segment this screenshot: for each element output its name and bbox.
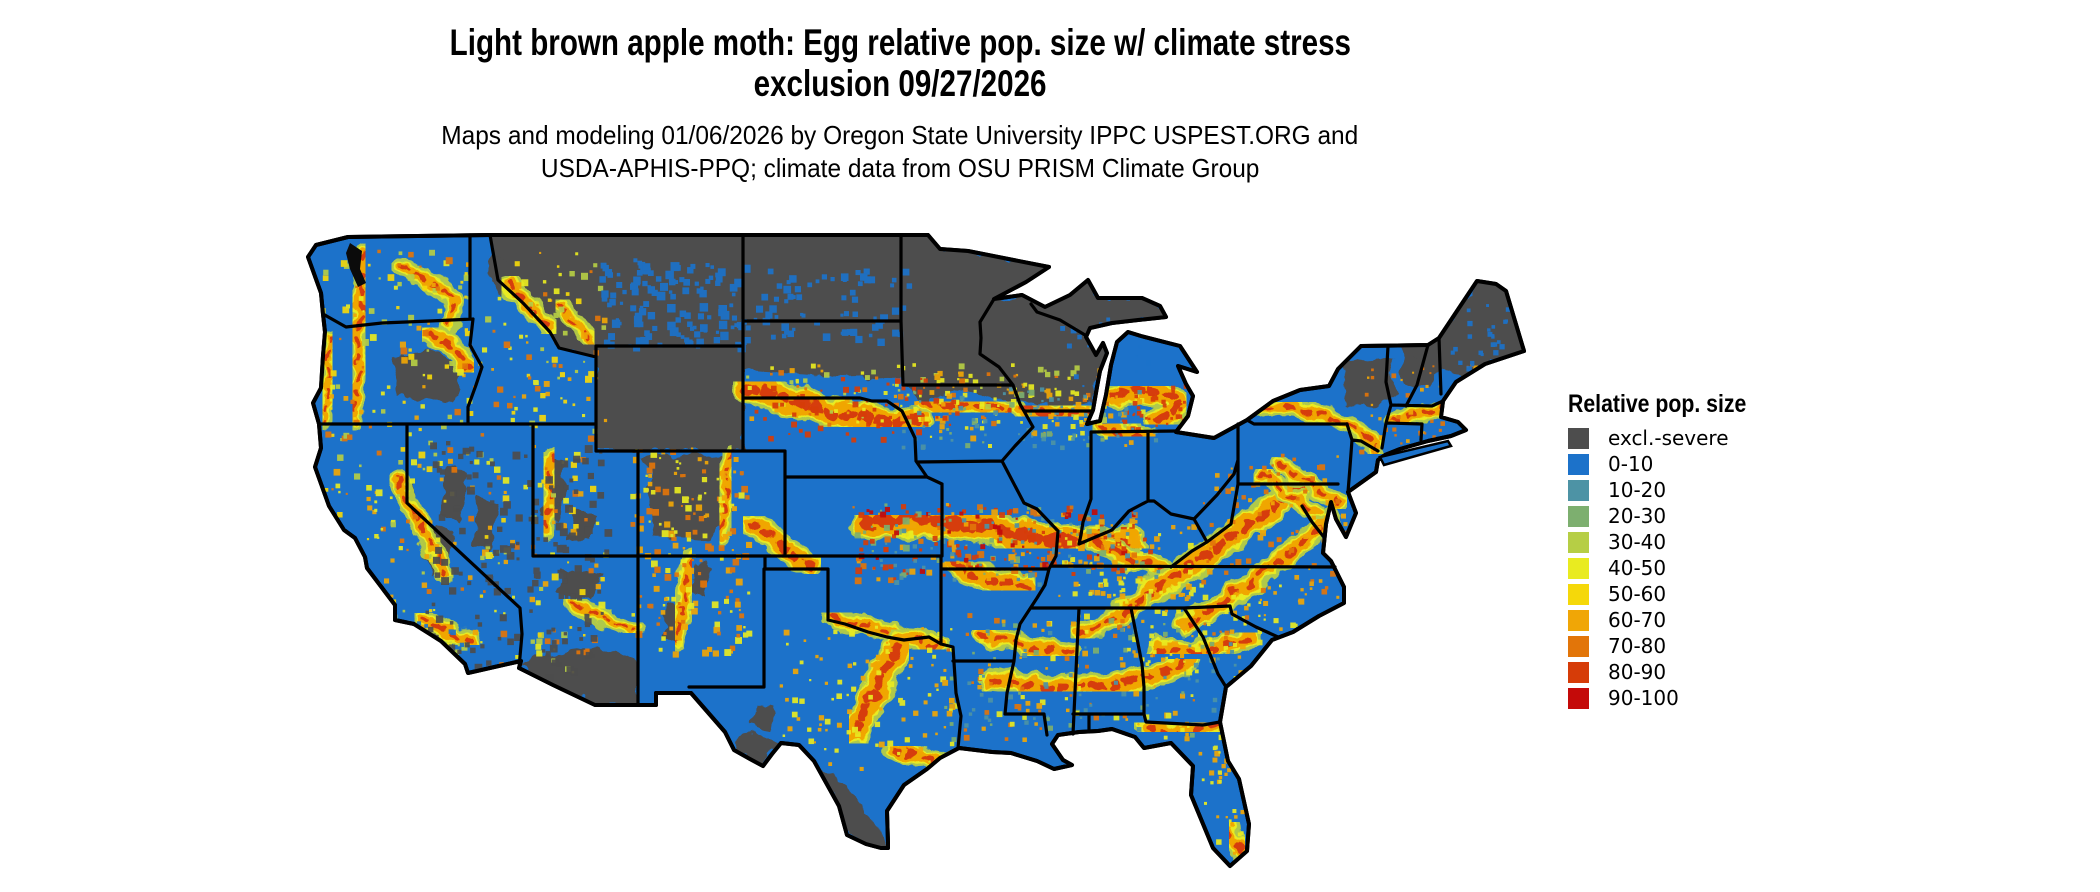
- adirondacks-exclusion: [1342, 357, 1396, 407]
- band-texas-hill-country: [840, 627, 918, 746]
- legend-label: 40-50: [1608, 556, 1667, 580]
- legend-label: 90-100: [1608, 686, 1679, 710]
- speckles-rockies: [630, 447, 753, 658]
- map-subtitle: Maps and modeling 01/06/2026 by Oregon S…: [0, 119, 1800, 185]
- band-mid-michigan: [1101, 376, 1191, 434]
- legend-item-0-10: 0-10: [1568, 454, 1868, 475]
- legend-swatch-c30: [1568, 532, 1589, 553]
- band-georgia-sc-midlands: [1146, 623, 1264, 663]
- legend-item-50-60: 50-60: [1568, 584, 1868, 605]
- band-wasatch: [535, 445, 563, 543]
- conus-map-svg: [306, 233, 1526, 881]
- band-sierra-foothills: [387, 471, 456, 583]
- state-borders: [317, 233, 1445, 750]
- legend-item-60-70: 60-70: [1568, 610, 1868, 631]
- legend-label: 50-60: [1608, 582, 1667, 606]
- band-wkansas-colorado: [740, 511, 824, 579]
- west-texas-exclusion: [750, 705, 775, 730]
- legend-label: excl.-severe: [1608, 426, 1729, 450]
- map-legend: Relative pop. size excl.-severe 0-10 10-20…: [1568, 391, 1868, 714]
- legend-swatch-excl: [1568, 428, 1589, 449]
- legend-label: 30-40: [1608, 530, 1667, 554]
- legend-label: 60-70: [1608, 608, 1667, 632]
- legend-swatch-c90: [1568, 688, 1589, 709]
- speckles-texas: [779, 625, 958, 771]
- legend-title: Relative pop. size: [1568, 390, 1747, 418]
- legend-item-40-50: 40-50: [1568, 558, 1868, 579]
- n-arizona-exclusion: [560, 568, 600, 599]
- sw-arizona-exclusion: [521, 648, 638, 705]
- subtitle-line-2: USDA-APHIS-PPQ; climate data from OSU PR…: [540, 153, 1260, 183]
- title-line-2: exclusion 09/27/2026: [753, 63, 1047, 104]
- legend-swatch-c40: [1568, 558, 1589, 579]
- s-texas-exclusion: [766, 743, 886, 848]
- speckles-dakota-blue: [753, 268, 913, 346]
- legend-swatch-c0: [1568, 454, 1589, 475]
- band-nm-mountains: [667, 547, 700, 653]
- band-or-coast-range: [316, 329, 339, 431]
- subtitle-line-1: Maps and modeling 01/06/2026 by Oregon S…: [441, 120, 1359, 150]
- blue-mtns-exclusion: [388, 351, 462, 403]
- legend-label: 80-90: [1608, 660, 1667, 684]
- band-la-ms-al: [979, 650, 1199, 700]
- speckles-west-gray: [425, 441, 613, 683]
- speckles-florida-keys: [1190, 870, 1251, 881]
- legend-item-10-20: 10-20: [1568, 480, 1868, 501]
- legend-item-20-30: 20-30: [1568, 506, 1868, 527]
- maine-exclusion: [1400, 281, 1524, 376]
- band-arkansas-mississippi: [971, 622, 1083, 664]
- band-sd-ne: [732, 371, 934, 438]
- puget-sound: [346, 243, 366, 287]
- page-title: Light brown apple moth: Egg relative pop…: [0, 22, 1800, 104]
- band-new-york: [1256, 398, 1386, 458]
- band-n-iowa: [913, 391, 1027, 423]
- band-wa-cascades: [344, 243, 374, 431]
- nevada-exclusion-2: [474, 493, 498, 553]
- conus-coastline: [306, 233, 1526, 868]
- band-socal-ranges: [411, 606, 483, 652]
- legend-item-90-100: 90-100: [1568, 688, 1868, 709]
- legend-item-80-90: 80-90: [1568, 662, 1868, 683]
- legend-swatch-c80: [1568, 662, 1589, 683]
- band-red-river: [819, 606, 951, 656]
- speckles-core-plains: [754, 377, 960, 443]
- legend-items: excl.-severe 0-10 10-20 20-30 30-40 40-50 50-6…: [1568, 428, 1868, 709]
- legend-swatch-c20: [1568, 506, 1589, 527]
- legend-label: 20-30: [1608, 504, 1667, 528]
- legend-label: 10-20: [1608, 478, 1667, 502]
- long-island: [1378, 439, 1453, 467]
- conus-map-canvas: [300, 225, 1530, 880]
- legend-item-70-80: 70-80: [1568, 636, 1868, 657]
- speckles-montana-blue: [599, 258, 751, 353]
- legend-swatch-c60: [1568, 610, 1589, 631]
- legend-label: 70-80: [1608, 634, 1667, 658]
- legend-item-30-40: 30-40: [1568, 532, 1868, 553]
- title-line-1: Light brown apple moth: Egg relative pop…: [449, 22, 1351, 63]
- legend-swatch-c10: [1568, 480, 1589, 501]
- band-appalachia: [1132, 469, 1316, 609]
- legend-swatch-c70: [1568, 636, 1589, 657]
- white-mtns-exclusion: [1402, 355, 1435, 388]
- band-pa-ridge-2: [1253, 466, 1325, 522]
- legend-swatch-c50: [1568, 584, 1589, 605]
- legend-item-excl.-severe: excl.-severe: [1568, 428, 1868, 449]
- legend-label: 0-10: [1608, 452, 1654, 476]
